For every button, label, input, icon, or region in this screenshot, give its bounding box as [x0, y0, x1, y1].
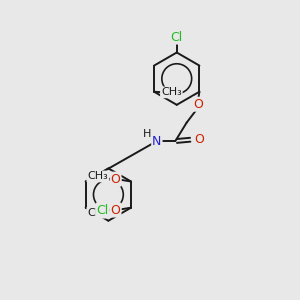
Text: N: N	[152, 135, 162, 148]
Text: O: O	[111, 203, 121, 217]
Text: Cl: Cl	[171, 31, 183, 44]
Text: O: O	[194, 133, 204, 146]
Text: CH₃: CH₃	[87, 172, 108, 182]
Text: H: H	[143, 129, 152, 139]
Text: CH₃: CH₃	[161, 87, 182, 97]
Text: O: O	[111, 172, 121, 186]
Text: CH₃: CH₃	[87, 208, 108, 218]
Text: Cl: Cl	[97, 203, 109, 217]
Text: O: O	[193, 98, 203, 111]
